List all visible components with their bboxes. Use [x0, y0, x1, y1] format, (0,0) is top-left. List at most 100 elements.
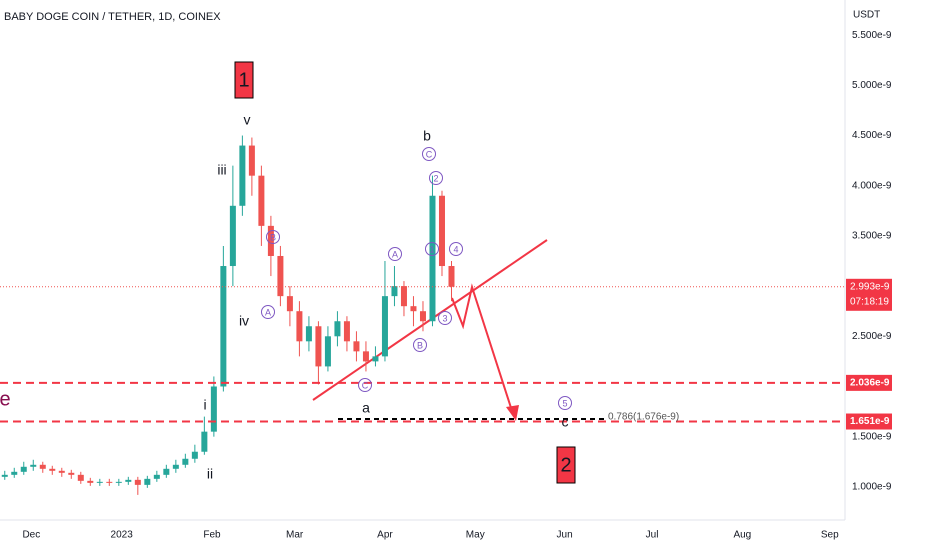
circled-label: A [265, 307, 271, 317]
circled-label: A [392, 249, 398, 259]
candle-body [30, 464, 37, 467]
circled-label: 4 [453, 244, 458, 254]
circled-label: B [417, 340, 423, 350]
candle-body [353, 341, 360, 352]
wave-label: c [562, 414, 569, 430]
candle-body [125, 479, 132, 482]
level-label: 2.036e-9 [850, 378, 890, 389]
candle-body [400, 286, 407, 307]
candle-body [315, 326, 322, 367]
candle-body [77, 474, 84, 481]
circled-marker [425, 242, 439, 256]
candle-body [210, 386, 217, 432]
candle-body [20, 466, 27, 472]
y-tick-label: 1.000e-9 [852, 482, 892, 493]
circled-marker [438, 311, 452, 325]
x-tick-label: Jul [646, 530, 659, 541]
wave-box [234, 61, 254, 99]
wave-label: ii [207, 466, 213, 482]
candle-body [248, 145, 255, 176]
wave-label: iii [217, 162, 226, 178]
candle-body [134, 479, 141, 485]
wave-box-label: 1 [238, 69, 249, 91]
circled-label: 3 [442, 313, 447, 323]
x-tick-label: Aug [733, 530, 751, 541]
x-tick-label: Mar [286, 530, 304, 541]
y-tick-label: 5.500e-9 [852, 30, 892, 41]
y-tick-label: 3.500e-9 [852, 231, 892, 242]
circled-label: 2 [433, 173, 438, 183]
circled-marker [558, 396, 572, 410]
circled-label: C [426, 149, 433, 159]
candle-body [286, 296, 293, 312]
circled-label: B [270, 232, 276, 242]
circled-marker [388, 247, 402, 261]
candle-body [201, 431, 208, 452]
projection-path [451, 283, 514, 415]
circled-marker [358, 378, 372, 392]
candle-body [305, 326, 312, 342]
candle-body [115, 481, 122, 483]
x-tick-label: Jun [557, 530, 573, 541]
circled-marker [261, 305, 275, 319]
wave-box-label: 2 [560, 454, 571, 476]
candle-body [106, 481, 113, 483]
candle-body [334, 321, 341, 337]
circled-marker [422, 147, 436, 161]
y-tick-label: 5.000e-9 [852, 80, 892, 91]
candle-body [39, 464, 46, 469]
candle-body [438, 195, 445, 267]
level-label-box [846, 374, 892, 391]
wave-box [556, 446, 576, 484]
price-unit: USDT [853, 10, 880, 21]
y-tick-label: 1.500e-9 [852, 431, 892, 442]
wave-label: b [423, 128, 431, 144]
candle-body [343, 321, 350, 342]
arrow-head [506, 405, 519, 421]
candle-body [324, 336, 331, 367]
circled-label: 5 [562, 398, 567, 408]
candle-body [96, 481, 103, 483]
candle-body [229, 205, 236, 267]
wave-label: v [244, 112, 251, 128]
candle-body [267, 225, 274, 256]
circled-label: 1 [429, 244, 434, 254]
candle-body [182, 458, 189, 465]
candle-body [11, 471, 18, 475]
candle-body [172, 464, 179, 469]
x-tick-label: Feb [203, 530, 221, 541]
x-tick-label: Dec [22, 530, 40, 541]
candle-body [372, 356, 379, 362]
candle-body [191, 451, 198, 459]
fib-label: 0.786(1.676e-9) [608, 412, 679, 423]
candle-body [58, 470, 65, 473]
circled-label: C [362, 380, 369, 390]
circled-marker [266, 230, 280, 244]
candle-body [296, 311, 303, 342]
x-tick-label: May [466, 530, 485, 541]
chart-title: BABY DOGE COIN / TETHER, 1D, COINEX [4, 11, 221, 23]
candle-body [429, 195, 436, 322]
candle-body [448, 266, 455, 287]
candle-body [419, 311, 426, 322]
candle-body [163, 468, 170, 475]
wave-label: iv [239, 313, 249, 329]
candle-body [68, 472, 75, 475]
wave-label: a [362, 400, 370, 416]
candle-body [87, 480, 94, 483]
candle-body [258, 175, 265, 226]
circled-marker [449, 242, 463, 256]
y-tick-label: 4.000e-9 [852, 180, 892, 191]
circled-marker [429, 171, 443, 185]
y-tick-label: 2.500e-9 [852, 331, 892, 342]
level-label: 1.651e-9 [850, 416, 890, 427]
candle-body [49, 468, 56, 471]
candle-body [153, 474, 160, 479]
candle-body [239, 145, 246, 206]
candle-body [144, 478, 151, 485]
x-tick-label: Sep [821, 530, 839, 541]
x-tick-label: 2023 [111, 530, 134, 541]
wave-label: e [0, 388, 11, 410]
